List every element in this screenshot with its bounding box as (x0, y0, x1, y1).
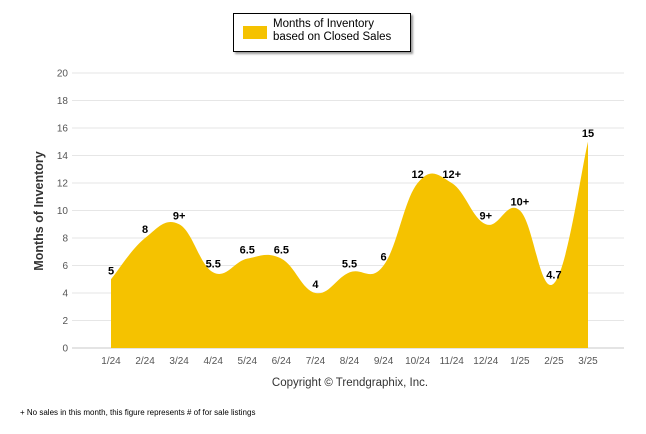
y-tick-label: 20 (57, 69, 69, 80)
y-tick-label: 2 (62, 316, 68, 327)
data-label: 6.5 (274, 245, 289, 257)
x-tick-label: 11/24 (440, 356, 465, 367)
footnote-text: + No sales in this month, this figure re… (20, 408, 256, 417)
x-tick-label: 6/24 (272, 356, 292, 367)
x-tick-label: 7/24 (306, 356, 326, 367)
x-tick-label: 4/24 (203, 356, 223, 367)
x-tick-label: 9/24 (374, 356, 394, 367)
y-axis-label: Months of Inventory (32, 151, 46, 270)
y-tick-label: 4 (62, 289, 68, 300)
y-tick-label: 18 (57, 96, 69, 107)
data-label: 9+ (173, 210, 186, 222)
x-tick-label: 3/25 (578, 356, 598, 367)
data-label: 5 (108, 265, 114, 277)
x-tick-label: 1/25 (510, 356, 530, 367)
data-label: 12 (412, 169, 424, 181)
x-tick-label: 5/24 (238, 356, 258, 367)
x-tick-label: 1/24 (101, 356, 121, 367)
x-tick-label: 2/25 (544, 356, 564, 367)
x-tick-label: 2/24 (135, 356, 155, 367)
legend: Months of Inventory based on Closed Sale… (233, 13, 411, 52)
data-label: 10+ (511, 197, 530, 209)
y-tick-label: 0 (62, 344, 68, 355)
data-label: 9+ (480, 210, 493, 222)
y-tick-label: 16 (57, 124, 69, 135)
x-tick-label: 12/24 (473, 356, 498, 367)
x-axis-ticks: 1/24 2/24 3/24 4/24 5/24 6/24 7/24 8/24 9/24 10/2… (101, 356, 598, 367)
y-tick-label: 8 (62, 234, 68, 245)
data-label: 5.5 (206, 258, 221, 270)
copyright-text: Copyright © Trendgraphix, Inc. (271, 377, 429, 389)
y-tick-label: 14 (57, 151, 69, 162)
data-label: 6.5 (240, 245, 255, 257)
data-label: 5.5 (342, 258, 357, 270)
x-tick-label: 10/24 (405, 356, 430, 367)
data-label: 12+ (442, 169, 461, 181)
y-tick-label: 12 (57, 179, 69, 190)
legend-label: Months of Inventory based on Closed Sale… (273, 18, 392, 43)
y-tick-label: 6 (62, 261, 68, 272)
area-series (111, 141, 588, 348)
data-label: 4.7 (546, 269, 561, 281)
data-label: 15 (582, 128, 594, 140)
data-label: 6 (381, 252, 387, 264)
x-tick-label: 8/24 (340, 356, 360, 367)
x-tick-label: 3/24 (169, 356, 189, 367)
y-tick-label: 10 (57, 206, 69, 217)
data-label: 8 (142, 224, 148, 236)
legend-swatch (243, 26, 267, 39)
data-labels: 5 8 9+ 5.5 6.5 6.5 4 5.5 6 12 12+ 9+ 10+ 4.7 15 (108, 128, 594, 291)
y-axis-ticks: 0 2 4 6 8 10 12 14 16 18 20 (57, 69, 69, 355)
data-label: 4 (312, 279, 319, 291)
